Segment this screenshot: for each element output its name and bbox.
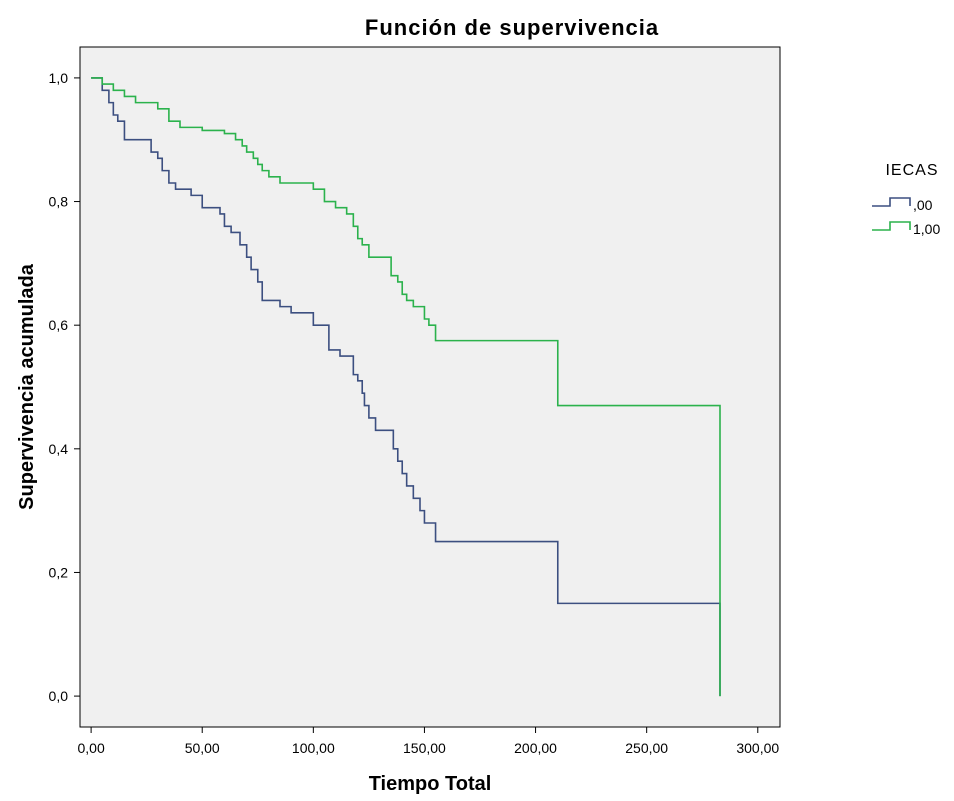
x-tick-label: 250,00 [625, 740, 668, 756]
legend-label-0: ,00 [913, 197, 933, 213]
x-tick-label: 50,00 [185, 740, 220, 756]
series-line-1 [91, 77, 721, 697]
y-tick-label: 0,2 [49, 564, 69, 580]
x-tick-label: 200,00 [514, 740, 557, 756]
series-line-0 [91, 77, 721, 697]
y-tick-label: 0,8 [49, 194, 69, 210]
x-tick-label: 150,00 [403, 740, 446, 756]
legend-label-1: 1,00 [913, 221, 940, 237]
legend-swatch-1 [872, 221, 911, 231]
plot-area [79, 46, 781, 728]
x-axis-label: Tiempo Total [369, 773, 492, 795]
y-axis-label: Supervivencia acumulada [16, 263, 38, 510]
legend-title: IECAS [885, 162, 938, 179]
chart-title: Función de supervivencia [365, 15, 659, 40]
legend-swatch-0 [872, 197, 911, 207]
x-tick-label: 300,00 [736, 740, 779, 756]
y-tick-label: 1,0 [49, 70, 69, 86]
y-tick-label: 0,6 [49, 317, 69, 333]
x-tick-label: 0,00 [77, 740, 104, 756]
y-tick-label: 0,4 [49, 441, 69, 457]
x-tick-label: 100,00 [292, 740, 335, 756]
legend: IECAS ,00 1,00 [872, 162, 940, 237]
y-tick-label: 0,0 [49, 688, 69, 704]
